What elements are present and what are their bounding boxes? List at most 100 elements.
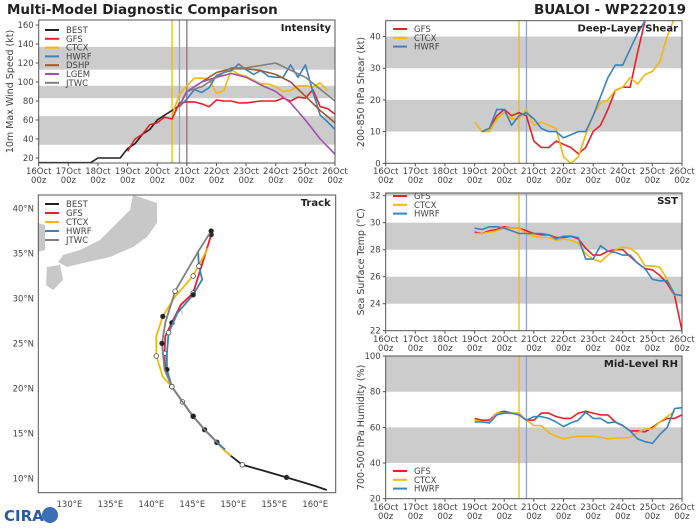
x-tick-hour: 00z	[497, 344, 513, 354]
series-line-hwrf	[481, 20, 646, 139]
x-tick-hour: 00z	[437, 512, 453, 522]
landmass	[58, 195, 157, 267]
figure-title: Multi-Model Diagnostic Comparison	[7, 2, 278, 18]
x-tick-hour: 00z	[120, 176, 136, 186]
legend-label: BEST	[66, 200, 89, 210]
track-line-jtwc	[161, 230, 218, 443]
panel-shear: 16Oct00z17Oct00z18Oct00z19Oct00z20Oct00z…	[356, 20, 695, 186]
y-tick-label: 32	[370, 192, 381, 202]
y-tick-label: 140	[17, 40, 33, 50]
y-tick-label: 40	[370, 33, 381, 43]
legend-label: CTCX	[414, 476, 437, 486]
x-tick-label: 25Oct	[640, 335, 666, 345]
x-tick-label: 25Oct	[640, 503, 666, 513]
legend-label: CTCX	[66, 44, 89, 54]
y-tick-label: 26	[370, 273, 381, 283]
x-tick-label: 26Oct	[669, 167, 695, 177]
x-tick-hour: 00z	[645, 512, 661, 522]
track-marker	[172, 288, 178, 294]
x-tick-label: 22Oct	[551, 335, 577, 345]
legend-label: GFS	[414, 192, 431, 202]
track-frame	[37, 194, 337, 494]
x-tick-label: 145°E	[179, 500, 205, 510]
storm-id: BUALOI - WP222019	[534, 2, 686, 18]
x-tick-label: 135°E	[97, 500, 123, 510]
track-marker	[283, 474, 290, 481]
x-tick-hour: 00z	[467, 344, 483, 354]
y-tick-label: 15°N	[13, 429, 34, 439]
x-tick-label: 17Oct	[403, 335, 429, 345]
y-axis-label: 200-850 hPa Shear (kt)	[356, 37, 367, 147]
x-tick-hour: 00z	[378, 176, 394, 186]
x-tick-label: 23Oct	[580, 335, 606, 345]
x-tick-hour: 00z	[585, 512, 601, 522]
y-tick-label: 40°N	[13, 204, 34, 214]
x-tick-label: 22Oct	[551, 503, 577, 513]
x-tick-label: 26Oct	[322, 167, 348, 177]
x-tick-hour: 00z	[238, 176, 254, 186]
legend-label: GFS	[414, 25, 431, 35]
x-tick-label: 25Oct	[293, 167, 319, 177]
y-tick-label: 60	[23, 116, 34, 126]
land	[38, 195, 183, 316]
x-tick-hour: 00z	[556, 344, 572, 354]
plot-area	[385, 356, 682, 499]
series-line-hwrf	[474, 226, 682, 297]
x-tick-label: 19Oct	[462, 335, 488, 345]
y-tick-label: 40	[23, 135, 34, 145]
x-tick-hour: 00z	[179, 176, 195, 186]
legend-label: HWRF	[66, 52, 92, 62]
legend-label: JTWC	[65, 79, 88, 89]
x-tick-hour: 00z	[90, 176, 106, 186]
y-tick-label: 160	[17, 21, 33, 31]
x-tick-label: 17Oct	[403, 503, 429, 513]
x-tick-hour: 00z	[615, 176, 631, 186]
track-marker	[239, 462, 245, 468]
legend-label: HWRF	[66, 227, 92, 237]
panel-sst: 16Oct00z17Oct00z18Oct00z19Oct00z20Oct00z…	[356, 192, 695, 354]
series-line-gfs	[126, 88, 335, 152]
y-tick-label: 28	[370, 246, 381, 256]
x-tick-hour: 00z	[615, 344, 631, 354]
legend-label: LGEM	[66, 70, 90, 80]
legend-label: BEST	[66, 26, 89, 36]
x-tick-hour: 00z	[556, 176, 572, 186]
y-tick-label: 60	[370, 423, 381, 433]
series-line-ctcx	[171, 68, 329, 116]
x-tick-hour: 00z	[497, 512, 513, 522]
x-tick-hour: 00z	[298, 176, 314, 186]
panel-title: Deep-Layer Shear	[578, 24, 679, 35]
series-line-hwrf	[474, 406, 682, 445]
x-tick-label: 16Oct	[373, 167, 399, 177]
y-tick-label: 80	[370, 388, 381, 398]
track-marker	[196, 263, 202, 269]
y-tick-label: 80	[23, 97, 34, 107]
x-tick-label: 25Oct	[640, 167, 666, 177]
plot-area	[385, 193, 682, 331]
landmass	[181, 310, 183, 316]
x-tick-label: 21Oct	[521, 335, 547, 345]
panel-track: 130°E 135°E 140°E 145°E 150°E 155°E 160°E 10°N 1…	[13, 194, 337, 510]
x-tick-label: 24Oct	[610, 335, 636, 345]
legend-label: GFS	[414, 467, 431, 477]
track-line-best	[230, 455, 327, 491]
panel-title: Track	[301, 198, 331, 209]
x-tick-hour: 00z	[526, 344, 542, 354]
x-tick-label: 18Oct	[85, 167, 111, 177]
track-marker	[165, 329, 172, 336]
x-tick-label: 150°E	[220, 500, 246, 510]
x-tick-hour: 00z	[378, 512, 394, 522]
x-tick-label: 21Oct	[521, 167, 547, 177]
panel-title: SST	[657, 196, 678, 207]
landmass	[38, 223, 45, 252]
x-tick-hour: 00z	[268, 176, 284, 186]
landmass	[46, 265, 63, 290]
series-line-lgem	[178, 72, 335, 155]
x-tick-label: 23Oct	[580, 503, 606, 513]
y-tick-label: 20	[370, 96, 381, 106]
y-tick-label: 20	[370, 495, 381, 505]
y-tick-label: 30°N	[13, 294, 34, 304]
x-tick-label: 19Oct	[462, 503, 488, 513]
plot-area	[38, 20, 335, 163]
x-tick-label: 140°E	[138, 500, 164, 510]
